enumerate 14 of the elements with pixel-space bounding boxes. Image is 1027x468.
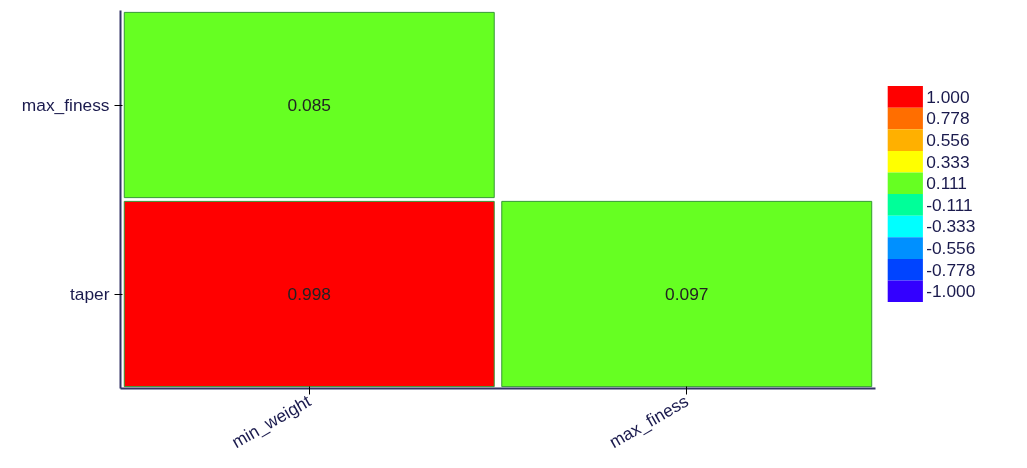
color-bar-label: 0.333 — [926, 151, 970, 172]
color-bar-label: 1.000 — [926, 86, 970, 107]
color-bar-label: 0.111 — [926, 173, 967, 194]
color-bar-label: -1.000 — [926, 281, 976, 302]
y-tick-label: taper — [70, 284, 110, 304]
color-bar-label: 0.778 — [926, 108, 970, 129]
color-bar-label: -0.111 — [926, 194, 973, 215]
color-bar-label: -0.333 — [926, 216, 976, 237]
color-bar-label: -0.778 — [926, 259, 976, 280]
color-bar-label: 0.556 — [926, 130, 970, 151]
data-label: 0.085 — [287, 95, 331, 115]
data-label: 0.998 — [287, 284, 331, 304]
data-label: 0.097 — [665, 284, 709, 304]
color-bar-label: -0.556 — [926, 238, 976, 259]
